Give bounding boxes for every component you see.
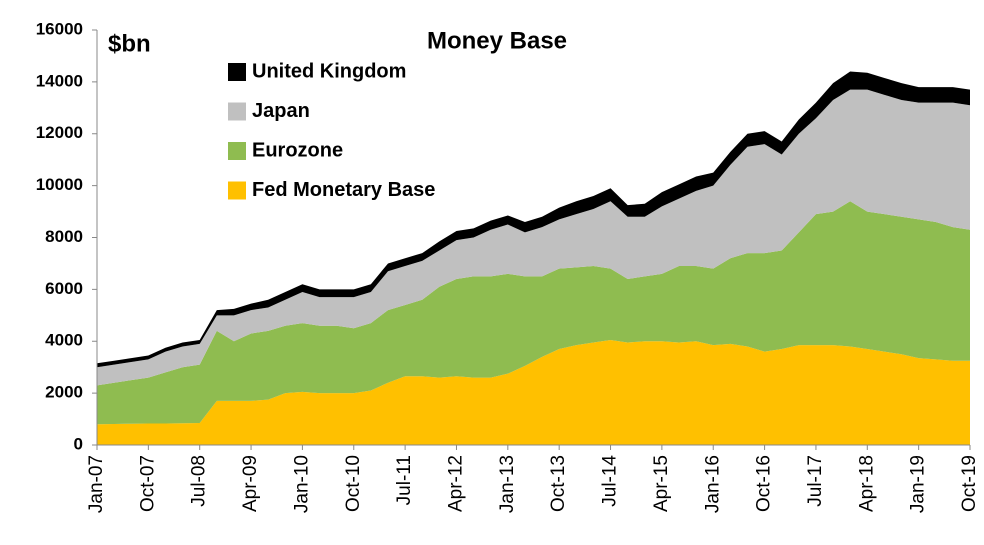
- x-tick-label: Apr-15: [651, 455, 672, 512]
- x-tick-label: Jul-17: [805, 455, 826, 507]
- area: [97, 339, 970, 445]
- area: [97, 201, 970, 425]
- x-tick-label: Oct-13: [548, 455, 569, 512]
- y-tick-label: 8000: [45, 227, 83, 246]
- y-tick-label: 4000: [45, 331, 83, 350]
- legend-swatch: [228, 102, 246, 121]
- legend-label: Japan: [252, 100, 310, 122]
- x-tick-label: Jul-11: [394, 455, 415, 505]
- x-tick-label: Oct-10: [343, 455, 364, 512]
- x-tick-label: Apr-18: [856, 455, 877, 512]
- chart-title: Money Base: [427, 27, 567, 54]
- legend-label: United Kingdom: [252, 60, 406, 82]
- legend-swatch: [228, 181, 246, 200]
- y-tick-label: 16000: [36, 19, 83, 38]
- area: [97, 89, 970, 386]
- y-tick-label: 0: [74, 434, 83, 453]
- x-tick-label: Jan-16: [702, 455, 723, 513]
- x-tick-label: Apr-12: [445, 455, 466, 512]
- x-tick-label: Jan-13: [497, 455, 518, 513]
- x-tick-label: Jan-07: [86, 455, 107, 513]
- y-tick-label: 12000: [36, 123, 83, 142]
- y-tick-label: 14000: [36, 71, 83, 90]
- y-tick-label: 10000: [36, 175, 83, 194]
- legend-label: Fed Monetary Base: [252, 179, 435, 201]
- legend-label: Eurozone: [252, 139, 343, 161]
- x-tick-label: Oct-16: [754, 455, 775, 512]
- x-tick-label: Apr-09: [240, 455, 261, 512]
- y-axis-label: $bn: [108, 30, 151, 57]
- y-tick-label: 2000: [45, 383, 83, 402]
- x-tick-label: Oct-07: [137, 455, 158, 512]
- legend-swatch: [228, 142, 246, 160]
- y-tick-label: 6000: [45, 279, 83, 298]
- x-tick-label: Jan-10: [291, 455, 312, 513]
- x-tick-label: Jan-19: [908, 455, 929, 513]
- legend-swatch: [228, 63, 246, 81]
- x-tick-label: Jul-08: [189, 455, 210, 507]
- area: [97, 71, 970, 368]
- x-tick-label: Jul-14: [600, 455, 621, 507]
- x-tick-label: Oct-19: [959, 455, 980, 512]
